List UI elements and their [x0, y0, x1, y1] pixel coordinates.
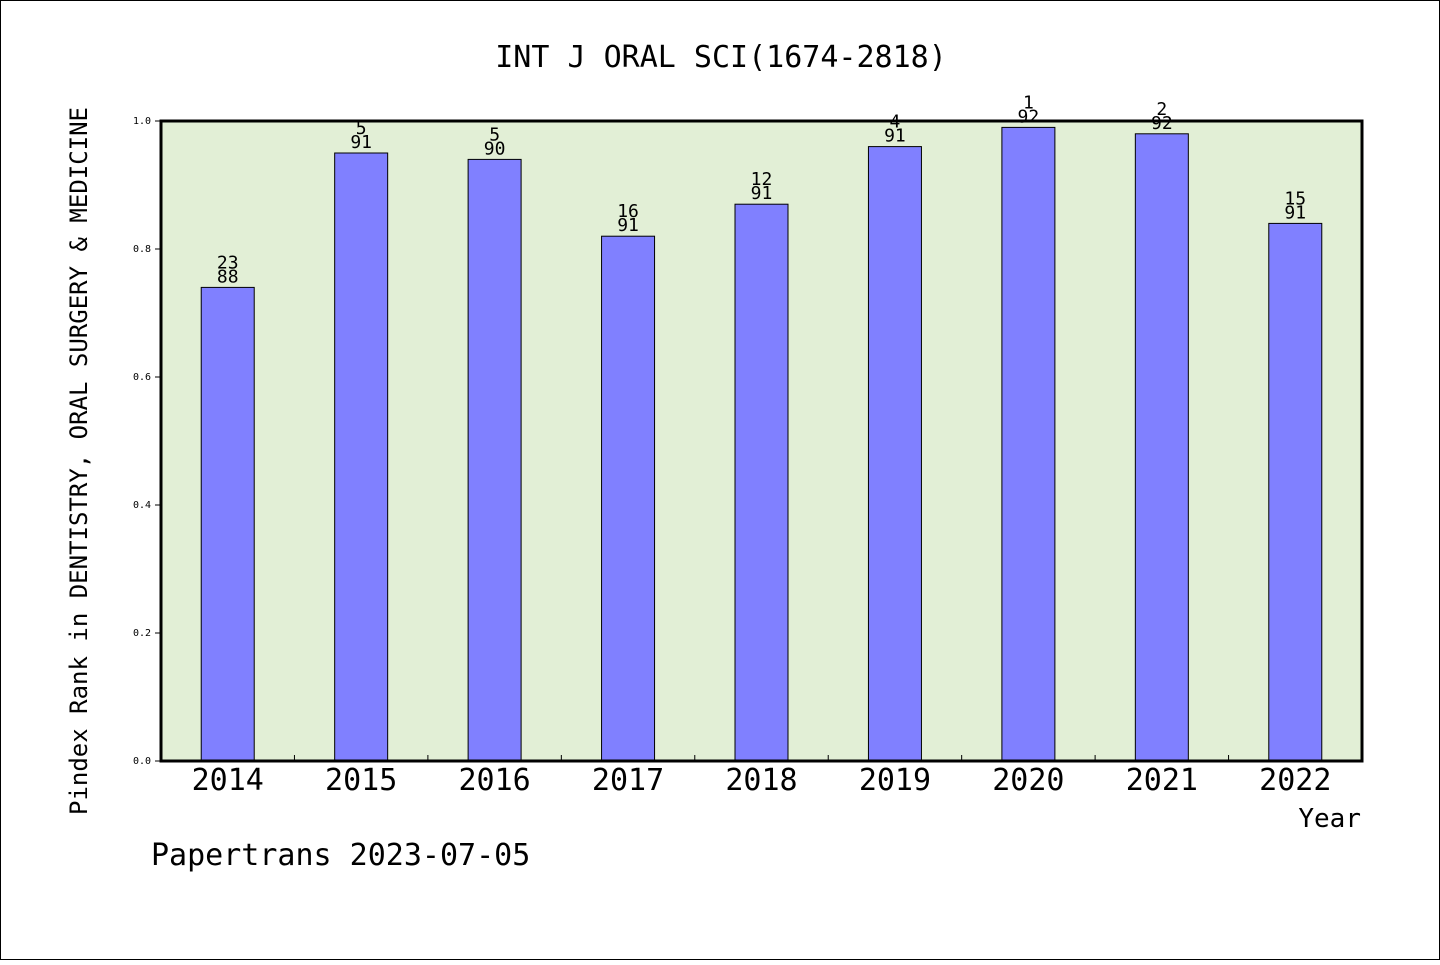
x-axis-label: Year	[1298, 804, 1361, 834]
y-tick-label: 0.6	[133, 372, 151, 383]
total-label: 90	[484, 138, 506, 159]
bar-2014	[200, 286, 255, 762]
total-label: 92	[1018, 106, 1040, 127]
rank-label: 5	[489, 124, 500, 145]
rank-label: 23	[217, 252, 239, 273]
bar-series	[200, 126, 1323, 762]
rank-label: 15	[1284, 188, 1306, 209]
total-label: 91	[1284, 202, 1306, 223]
plot-border	[159, 119, 1364, 763]
bar-2016	[467, 158, 522, 762]
x-tick-label: 2014	[192, 763, 264, 798]
rank-label: 1	[1023, 92, 1034, 113]
total-label: 92	[1151, 113, 1173, 134]
rank-label: 12	[751, 169, 773, 190]
rank-label: 16	[617, 201, 639, 222]
bar-2021	[1134, 133, 1189, 762]
total-label: 91	[617, 215, 639, 236]
x-tick-label: 2021	[1126, 763, 1198, 798]
x-tick-label: 2015	[325, 763, 397, 798]
y-tick-label: 0.0	[133, 756, 151, 767]
footer-credit: Papertrans 2023-07-05	[151, 838, 530, 873]
x-tick-label: 2019	[859, 763, 931, 798]
y-axis-label: Pindex Rank in DENTISTRY, ORAL SURGERY &…	[65, 107, 93, 815]
x-tick-label: 2020	[992, 763, 1064, 798]
y-tick-label: 0.2	[133, 628, 151, 639]
total-label: 88	[217, 266, 239, 287]
y-tick-label: 0.4	[133, 500, 151, 511]
total-label: 91	[751, 183, 773, 204]
bar-2022	[1268, 222, 1323, 762]
bar-2020	[1001, 126, 1056, 762]
bar-2015	[334, 152, 389, 762]
x-tick-label: 2017	[592, 763, 664, 798]
x-tick-label: 2016	[458, 763, 530, 798]
y-axis: 0.0 0.2 0.4 0.6 0.8 1.0	[133, 116, 161, 767]
bar-2017	[601, 235, 656, 762]
bar-2019	[867, 146, 922, 762]
y-tick-label: 1.0	[133, 116, 151, 127]
y-tick-label: 0.8	[133, 244, 151, 255]
chart-title: INT J ORAL SCI(1674-2818)	[495, 40, 947, 75]
rank-label: 5	[356, 118, 367, 139]
total-label: 91	[884, 126, 906, 147]
x-axis: 2014 2015 2016 2017 2018 2019 2020 2021 2022	[192, 755, 1331, 798]
rank-label: 2	[1156, 99, 1167, 120]
x-tick-label: 2018	[725, 763, 797, 798]
bar-2018	[734, 203, 789, 762]
total-label: 91	[350, 132, 372, 153]
x-tick-label: 2022	[1259, 763, 1331, 798]
